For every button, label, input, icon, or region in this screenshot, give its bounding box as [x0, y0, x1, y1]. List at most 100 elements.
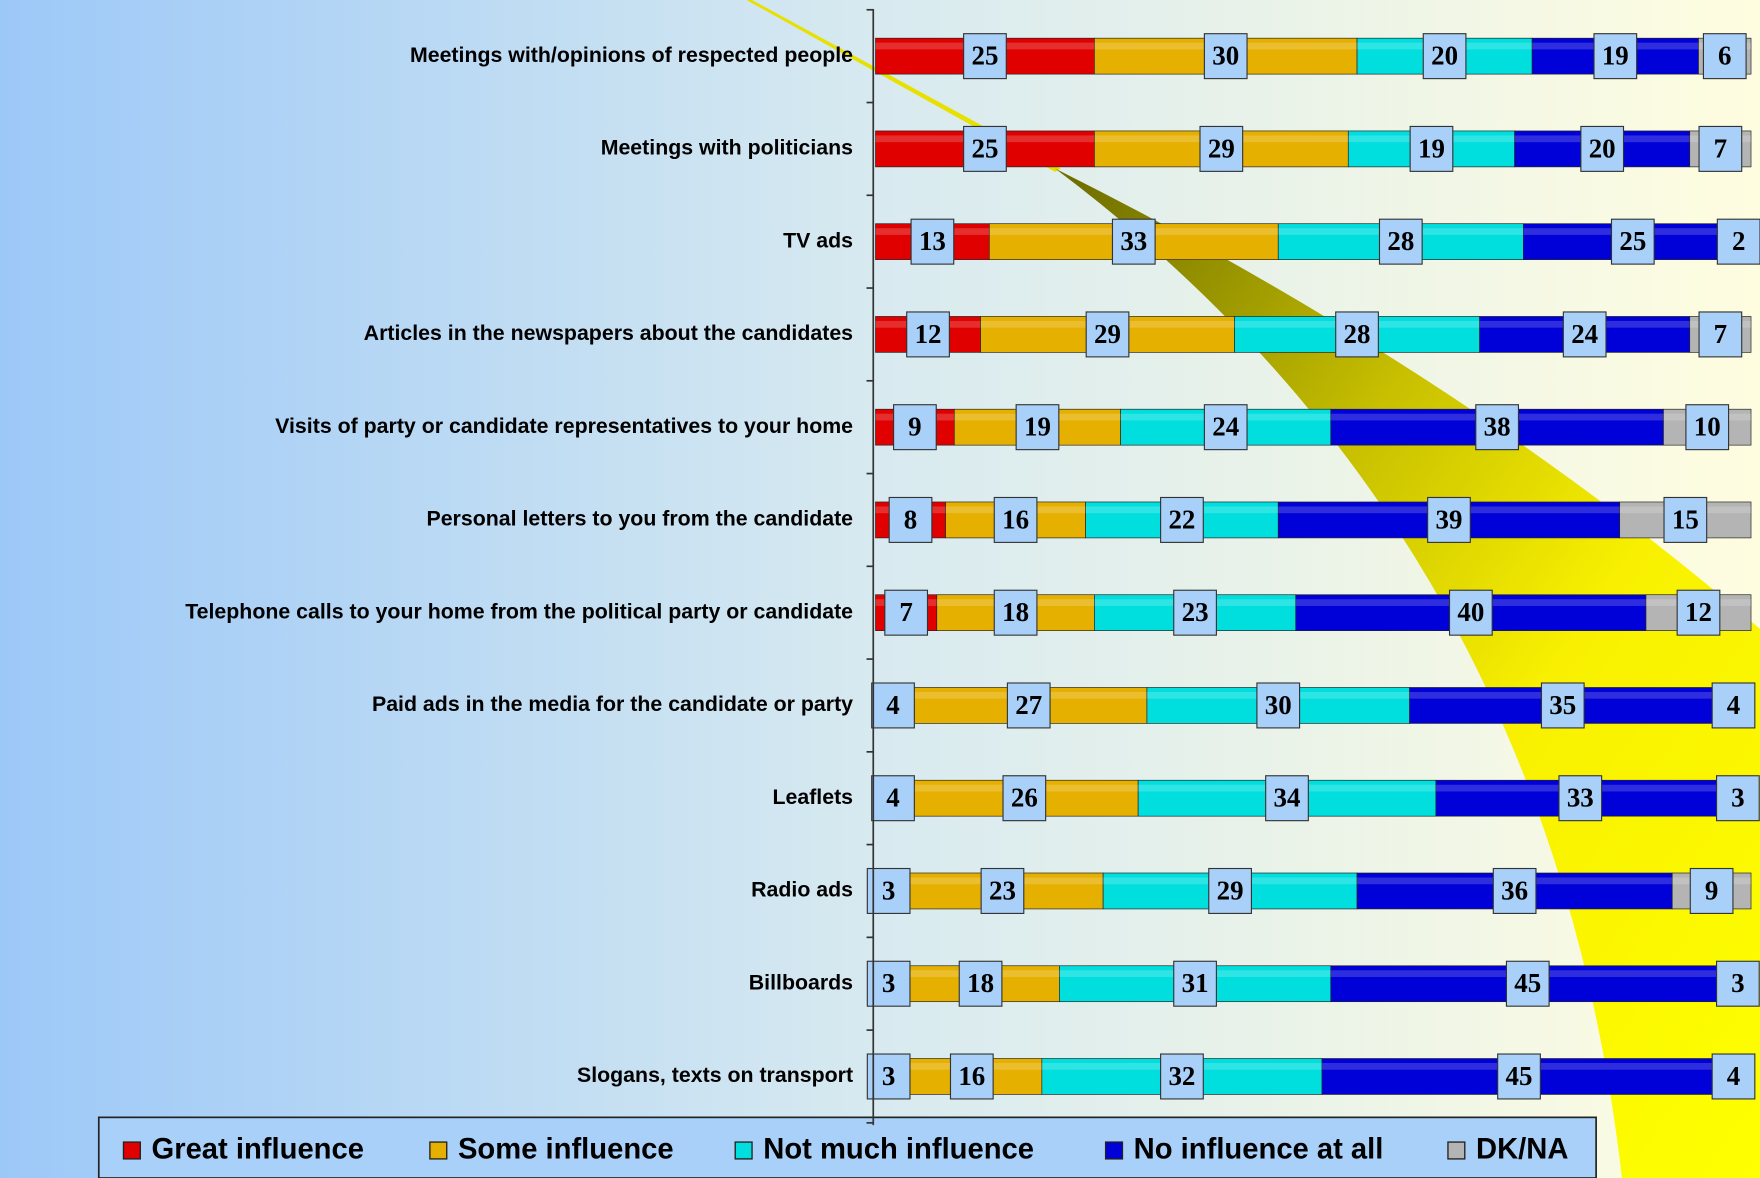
value-label: 38: [1484, 412, 1511, 442]
category-label: Meetings with politicians: [601, 136, 853, 160]
value-label-box: [871, 775, 915, 822]
value-label-box: [866, 867, 911, 914]
value-label-box: [893, 404, 937, 451]
value-label-box: [884, 589, 929, 636]
value-label: 3: [882, 1061, 895, 1091]
value-label: 36: [1501, 875, 1528, 905]
value-label: 8: [904, 504, 917, 534]
value-label: 4: [886, 690, 899, 720]
value-label: 24: [1212, 412, 1239, 442]
value-label: 23: [989, 875, 1016, 905]
swoosh: [1055, 168, 1760, 1178]
value-label: 18: [1002, 597, 1029, 627]
category-label: Visits of party or candidate representat…: [275, 414, 853, 438]
value-label: 13: [919, 226, 946, 256]
value-label: 3: [1731, 783, 1744, 813]
value-label-box: [1475, 404, 1520, 451]
value-label: 24: [1571, 319, 1598, 349]
value-label-box: [1002, 775, 1047, 822]
value-label-box: [1203, 404, 1248, 451]
value-label: 25: [971, 41, 998, 71]
value-label-box: [866, 1053, 911, 1100]
value-label-box: [1698, 311, 1743, 358]
value-label-box: [1558, 775, 1603, 822]
value-label-box: [1610, 218, 1655, 265]
value-label-box: [1409, 125, 1454, 172]
value-label: 26: [1011, 783, 1038, 813]
value-label-box: [1111, 218, 1156, 265]
value-label: 6: [1718, 41, 1731, 71]
value-label: 3: [1731, 968, 1744, 998]
category-label: Paid ads in the media for the candidate …: [372, 692, 853, 716]
value-label-box: [1085, 311, 1130, 358]
value-label-box: [1580, 125, 1625, 172]
value-label-box: [1256, 682, 1301, 729]
value-label-box: [1173, 960, 1217, 1007]
value-label-box: [888, 496, 933, 543]
value-label-box: [949, 1053, 994, 1100]
value-label-box: [1492, 867, 1537, 914]
value-label: 29: [1094, 319, 1121, 349]
value-label: 25: [971, 133, 998, 163]
value-label: 27: [1015, 690, 1042, 720]
value-label-box: [1505, 960, 1550, 1007]
value-label-box: [906, 311, 950, 358]
value-label: 9: [1705, 875, 1718, 905]
value-label: 18: [967, 968, 994, 998]
value-label-box: [1427, 496, 1471, 543]
value-label: 7: [899, 597, 912, 627]
value-label: 45: [1514, 968, 1541, 998]
legend-marker: [1104, 1141, 1124, 1160]
plot: Meetings with/opinions of respected peop…: [122, 8, 1760, 1166]
value-label: 15: [1672, 504, 1699, 534]
value-label: 16: [958, 1061, 985, 1091]
value-label: 4: [1727, 1061, 1740, 1091]
value-label-box: [993, 496, 1038, 543]
value-label: 32: [1168, 1061, 1195, 1091]
value-label-box: [1203, 33, 1248, 80]
value-label-box: [963, 125, 1007, 172]
value-label-box: [1698, 125, 1743, 172]
value-label-box: [1562, 311, 1607, 358]
value-label-box: [910, 218, 955, 265]
value-label: 9: [908, 412, 921, 442]
legend-label: DK/NA: [1476, 1134, 1568, 1166]
category-label: TV ads: [783, 228, 853, 252]
value-label: 20: [1589, 133, 1616, 163]
category-label: Articles in the newspapers about the can…: [364, 321, 853, 345]
value-label: 19: [1602, 41, 1629, 71]
value-label: 19: [1418, 133, 1445, 163]
value-label: 7: [1714, 133, 1727, 163]
value-label-box: [980, 867, 1025, 914]
value-label: 12: [1685, 597, 1712, 627]
value-label-box: [1173, 589, 1217, 636]
value-label: 3: [882, 875, 895, 905]
value-label-box: [1663, 496, 1708, 543]
value-label-box: [1265, 775, 1309, 822]
value-label: 7: [1714, 319, 1727, 349]
value-label-box: [871, 682, 915, 729]
value-label-box: [866, 960, 911, 1007]
value-label: 40: [1457, 597, 1484, 627]
legend-marker: [1447, 1141, 1466, 1160]
value-label-box: [1199, 125, 1244, 172]
value-label-box: [1716, 960, 1760, 1007]
category-label: Billboards: [749, 970, 853, 994]
value-label: 3: [882, 968, 895, 998]
category-label: Personal letters to you from the candida…: [426, 507, 853, 531]
value-label-box: [1702, 33, 1747, 80]
value-label-box: [1716, 218, 1760, 265]
value-label: 19: [1024, 412, 1051, 442]
value-label-box: [1208, 867, 1252, 914]
value-label-box: [1676, 589, 1721, 636]
value-label: 29: [1208, 133, 1235, 163]
category-label: Telephone calls to your home from the po…: [185, 599, 853, 623]
value-label: 16: [1002, 504, 1029, 534]
legend-box: [97, 1116, 1597, 1178]
value-label: 39: [1436, 504, 1463, 534]
value-label: 33: [1120, 226, 1147, 256]
value-label: 30: [1265, 690, 1292, 720]
value-label: 25: [1619, 226, 1646, 256]
